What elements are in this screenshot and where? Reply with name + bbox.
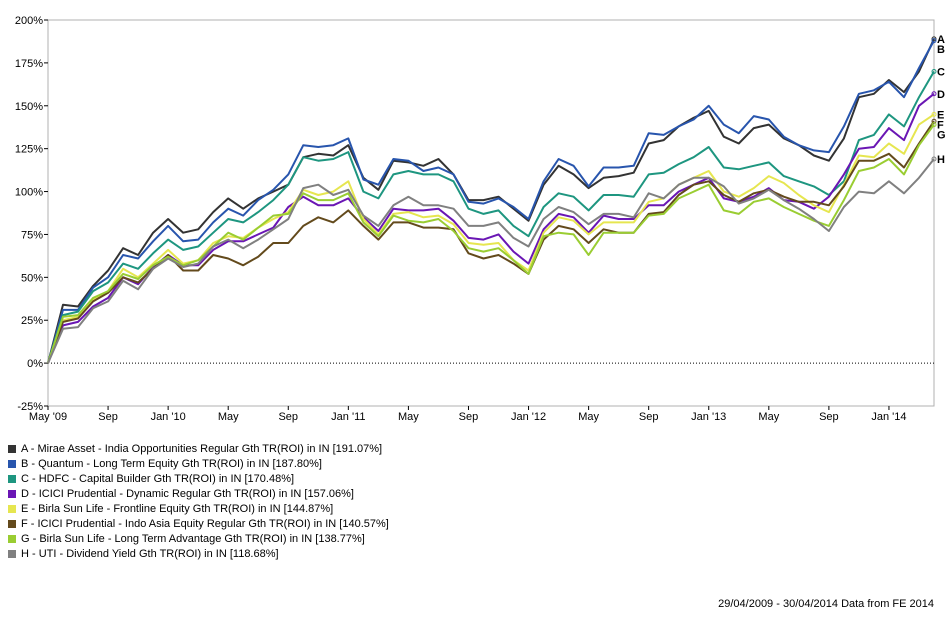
series-end-marker-g <box>931 122 937 128</box>
y-tick-label: 0% <box>27 358 43 370</box>
legend-item-g: G - Birla Sun Life - Long Term Advantage… <box>8 531 389 546</box>
y-tick-label: 175% <box>15 58 43 70</box>
x-tick-label: Sep <box>278 411 298 423</box>
series-end-marker-h <box>931 156 937 162</box>
x-tick-label: Jan '12 <box>511 411 546 423</box>
legend-label: H - UTI - Dividend Yield Gth TR(ROI) in … <box>21 547 279 560</box>
x-tick-label: May '09 <box>29 411 67 423</box>
y-tick-label: 75% <box>21 229 43 241</box>
y-tick-label: 150% <box>15 101 43 113</box>
series-end-label-a: A <box>937 34 945 46</box>
series-line-g <box>47 124 935 364</box>
data-source-note: 29/04/2009 - 30/04/2014 Data from FE 201… <box>718 598 934 610</box>
series-end-marker-d <box>931 91 937 97</box>
legend-swatch <box>8 504 16 513</box>
series-end-marker-a <box>931 36 937 42</box>
legend-swatch <box>8 459 16 468</box>
legend-item-d: D - ICICI Prudential - Dynamic Regular G… <box>8 486 389 501</box>
legend-item-e: E - Birla Sun Life - Frontline Equity Gt… <box>8 501 389 516</box>
performance-chart: 200% 175% 150% 125% 100% 75% 50% 25% 0% -25%May '… <box>15 15 946 423</box>
legend-swatch <box>8 519 16 528</box>
series-end-label-c: C <box>937 66 945 78</box>
legend-item-c: C - HDFC - Capital Builder Gth TR(ROI) i… <box>8 471 389 486</box>
series-end-label-h: H <box>937 154 945 166</box>
legend-label: G - Birla Sun Life - Long Term Advantage… <box>21 532 365 545</box>
x-tick-label: Sep <box>639 411 659 423</box>
legend-swatch <box>8 474 16 483</box>
y-tick-label: 25% <box>21 315 43 327</box>
series-end-label-b: B <box>937 44 945 56</box>
series-end-label-d: D <box>937 89 945 101</box>
legend-item-f: F - ICICI Prudential - Indo Asia Equity … <box>8 516 389 531</box>
x-tick-label: May <box>578 411 599 423</box>
x-tick-label: May <box>398 411 419 423</box>
legend-item-b: B - Quantum - Long Term Equity Gth TR(RO… <box>8 456 389 471</box>
legend-label: D - ICICI Prudential - Dynamic Regular G… <box>21 487 354 500</box>
legend-label: A - Mirae Asset - India Opportunities Re… <box>21 442 383 455</box>
x-tick-label: Jan '10 <box>151 411 186 423</box>
legend-item-h: H - UTI - Dividend Yield Gth TR(ROI) in … <box>8 546 389 561</box>
series-line-f <box>47 120 935 364</box>
x-tick-label: Sep <box>819 411 839 423</box>
x-tick-label: Jan '13 <box>691 411 726 423</box>
y-tick-label: 200% <box>15 15 43 27</box>
y-tick-label: 50% <box>21 272 43 284</box>
x-tick-label: Jan '14 <box>871 411 906 423</box>
legend-swatch <box>8 549 16 558</box>
series-end-marker-e <box>931 111 937 117</box>
series-line-c <box>47 70 935 364</box>
x-tick-label: May <box>218 411 239 423</box>
series-end-marker-f <box>931 118 937 124</box>
series-line-b <box>47 40 935 364</box>
legend-label: B - Quantum - Long Term Equity Gth TR(RO… <box>21 457 322 470</box>
y-tick-label: -25% <box>17 401 43 413</box>
x-tick-label: Sep <box>98 411 118 423</box>
legend-label: F - ICICI Prudential - Indo Asia Equity … <box>21 517 389 530</box>
series-end-label-f: F <box>937 119 944 131</box>
y-tick-label: 100% <box>15 187 43 199</box>
x-tick-label: May <box>758 411 779 423</box>
x-tick-label: Sep <box>459 411 479 423</box>
series-end-label-e: E <box>937 109 944 121</box>
legend-label: C - HDFC - Capital Builder Gth TR(ROI) i… <box>21 472 295 485</box>
x-tick-label: Jan '11 <box>331 411 365 423</box>
series-end-label-g: G <box>937 129 946 141</box>
series-end-marker-c <box>931 68 937 74</box>
series-end-marker-b <box>931 38 937 44</box>
series-line-a <box>47 38 935 364</box>
legend-label: E - Birla Sun Life - Frontline Equity Gt… <box>21 502 334 515</box>
series-line-h <box>47 158 935 364</box>
y-tick-label: 125% <box>15 144 43 156</box>
legend-swatch <box>8 444 16 453</box>
legend-swatch <box>8 489 16 498</box>
chart-legend: A - Mirae Asset - India Opportunities Re… <box>8 441 389 561</box>
legend-swatch <box>8 534 16 543</box>
legend-item-a: A - Mirae Asset - India Opportunities Re… <box>8 441 389 456</box>
